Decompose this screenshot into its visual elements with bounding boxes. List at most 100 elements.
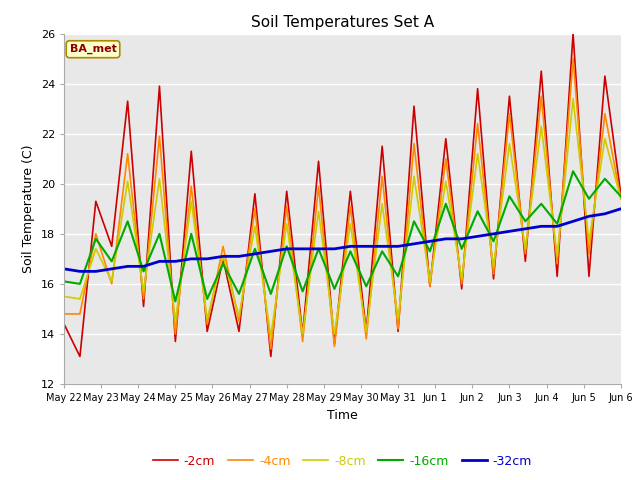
-2cm — [188, 148, 195, 154]
-32cm — [315, 246, 323, 252]
-8cm — [442, 179, 450, 184]
-16cm — [283, 243, 291, 249]
-32cm — [506, 228, 513, 234]
-8cm — [60, 293, 68, 300]
-4cm — [442, 156, 450, 162]
-8cm — [108, 278, 116, 284]
-8cm — [267, 334, 275, 339]
-32cm — [474, 233, 481, 239]
-32cm — [538, 223, 545, 229]
-32cm — [346, 243, 354, 249]
-4cm — [235, 319, 243, 324]
-4cm — [490, 271, 497, 277]
-4cm — [378, 173, 386, 179]
-8cm — [172, 319, 179, 324]
-8cm — [299, 331, 307, 337]
-2cm — [426, 284, 434, 289]
-2cm — [362, 328, 370, 334]
-4cm — [60, 311, 68, 317]
-16cm — [394, 274, 402, 279]
Line: -32cm: -32cm — [64, 209, 621, 271]
-4cm — [394, 326, 402, 332]
-32cm — [442, 236, 450, 242]
-8cm — [220, 253, 227, 259]
-32cm — [76, 268, 84, 274]
-32cm — [410, 241, 418, 247]
-8cm — [156, 176, 163, 181]
-16cm — [76, 281, 84, 287]
-4cm — [204, 321, 211, 327]
-8cm — [331, 331, 339, 337]
-2cm — [331, 341, 339, 347]
-32cm — [458, 236, 465, 242]
-16cm — [235, 291, 243, 297]
-16cm — [204, 296, 211, 302]
-2cm — [299, 331, 307, 337]
-32cm — [585, 214, 593, 219]
-16cm — [442, 201, 450, 207]
-32cm — [362, 243, 370, 249]
-8cm — [474, 151, 481, 156]
-16cm — [124, 218, 131, 224]
-16cm — [156, 231, 163, 237]
Y-axis label: Soil Temperature (C): Soil Temperature (C) — [22, 144, 35, 273]
-8cm — [204, 316, 211, 322]
-2cm — [394, 328, 402, 334]
-2cm — [76, 354, 84, 360]
-16cm — [331, 286, 339, 292]
-32cm — [569, 218, 577, 224]
-4cm — [156, 133, 163, 139]
-4cm — [299, 338, 307, 344]
-32cm — [426, 239, 434, 244]
-4cm — [140, 296, 147, 302]
-4cm — [283, 204, 291, 209]
-4cm — [346, 204, 354, 209]
-16cm — [378, 249, 386, 254]
-4cm — [601, 111, 609, 117]
-32cm — [378, 243, 386, 249]
-2cm — [490, 276, 497, 282]
-32cm — [267, 249, 275, 254]
-4cm — [522, 251, 529, 257]
Line: -4cm: -4cm — [64, 59, 621, 349]
-4cm — [617, 196, 625, 202]
-16cm — [585, 196, 593, 202]
-4cm — [251, 206, 259, 212]
Legend: -2cm, -4cm, -8cm, -16cm, -32cm: -2cm, -4cm, -8cm, -16cm, -32cm — [148, 450, 537, 473]
-4cm — [315, 183, 323, 189]
-16cm — [108, 259, 116, 264]
-8cm — [458, 276, 465, 282]
-16cm — [474, 208, 481, 214]
-2cm — [235, 328, 243, 334]
-2cm — [506, 93, 513, 99]
-16cm — [426, 249, 434, 254]
-16cm — [60, 278, 68, 284]
-32cm — [617, 206, 625, 212]
-16cm — [299, 288, 307, 294]
-4cm — [188, 183, 195, 189]
-32cm — [554, 223, 561, 229]
-2cm — [140, 303, 147, 309]
-8cm — [538, 123, 545, 129]
-2cm — [522, 259, 529, 264]
-32cm — [124, 264, 131, 269]
-2cm — [601, 73, 609, 79]
-32cm — [60, 266, 68, 272]
-16cm — [188, 231, 195, 237]
-2cm — [251, 191, 259, 197]
-16cm — [140, 268, 147, 274]
-4cm — [458, 281, 465, 287]
-4cm — [108, 281, 116, 287]
-8cm — [601, 136, 609, 142]
-2cm — [156, 84, 163, 89]
Line: -8cm: -8cm — [64, 99, 621, 336]
Title: Soil Temperatures Set A: Soil Temperatures Set A — [251, 15, 434, 30]
-16cm — [251, 246, 259, 252]
-8cm — [410, 173, 418, 179]
-2cm — [554, 274, 561, 279]
-8cm — [346, 221, 354, 227]
-8cm — [554, 253, 561, 259]
-32cm — [235, 253, 243, 259]
-8cm — [426, 278, 434, 284]
-2cm — [267, 354, 275, 360]
